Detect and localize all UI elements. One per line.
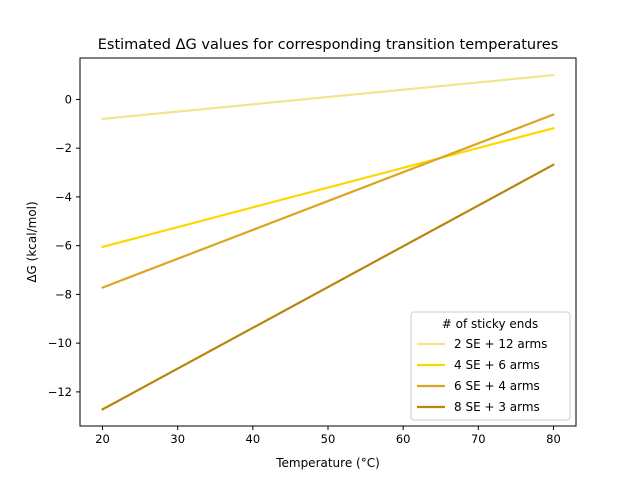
- series-line-4: [101, 163, 555, 411]
- y-tick-label: −10: [48, 336, 72, 350]
- legend-label-4: 8 SE + 3 arms: [454, 400, 540, 414]
- chart-title: Estimated ΔG values for corresponding tr…: [98, 37, 559, 53]
- y-tick-label: −4: [55, 190, 72, 204]
- legend-entries: 2 SE + 12 arms 4 SE + 6 arms 6 SE + 4 arms…: [417, 337, 547, 414]
- x-tick-label: 30: [170, 432, 185, 446]
- y-axis-label: ΔG (kcal/mol): [25, 201, 39, 282]
- y-tick-label: −12: [48, 385, 72, 399]
- x-axis-label: Temperature (°C): [275, 456, 380, 470]
- series-line-3: [101, 113, 555, 289]
- x-tick-label: 80: [546, 432, 561, 446]
- legend-box: [410, 311, 571, 421]
- legend-label-1: 2 SE + 12 arms: [454, 337, 547, 351]
- x-tick-label: 20: [95, 432, 110, 446]
- legend-title: # of sticky ends: [442, 317, 538, 331]
- y-axis-ticks: 0 −2 −4 −6 −8 −10 −12: [48, 92, 80, 399]
- x-axis-ticks: 20 30 40 50 60 70 80: [95, 426, 561, 446]
- legend: # of sticky ends 2 SE + 12 arms 4 SE + 6 …: [410, 311, 571, 421]
- series-line-1: [101, 73, 555, 121]
- legend-label-2: 4 SE + 6 arms: [454, 358, 540, 372]
- y-tick-label: −2: [55, 141, 72, 155]
- x-tick-label: 60: [396, 432, 411, 446]
- x-tick-label: 40: [246, 432, 261, 446]
- y-tick-label: 0: [65, 92, 72, 106]
- series-line-2: [101, 127, 555, 248]
- x-tick-label: 50: [321, 432, 336, 446]
- x-tick-label: 70: [471, 432, 486, 446]
- y-tick-label: −8: [55, 287, 72, 301]
- y-tick-label: −6: [55, 239, 72, 253]
- series-layer: [101, 73, 555, 411]
- legend-label-3: 6 SE + 4 arms: [454, 379, 540, 393]
